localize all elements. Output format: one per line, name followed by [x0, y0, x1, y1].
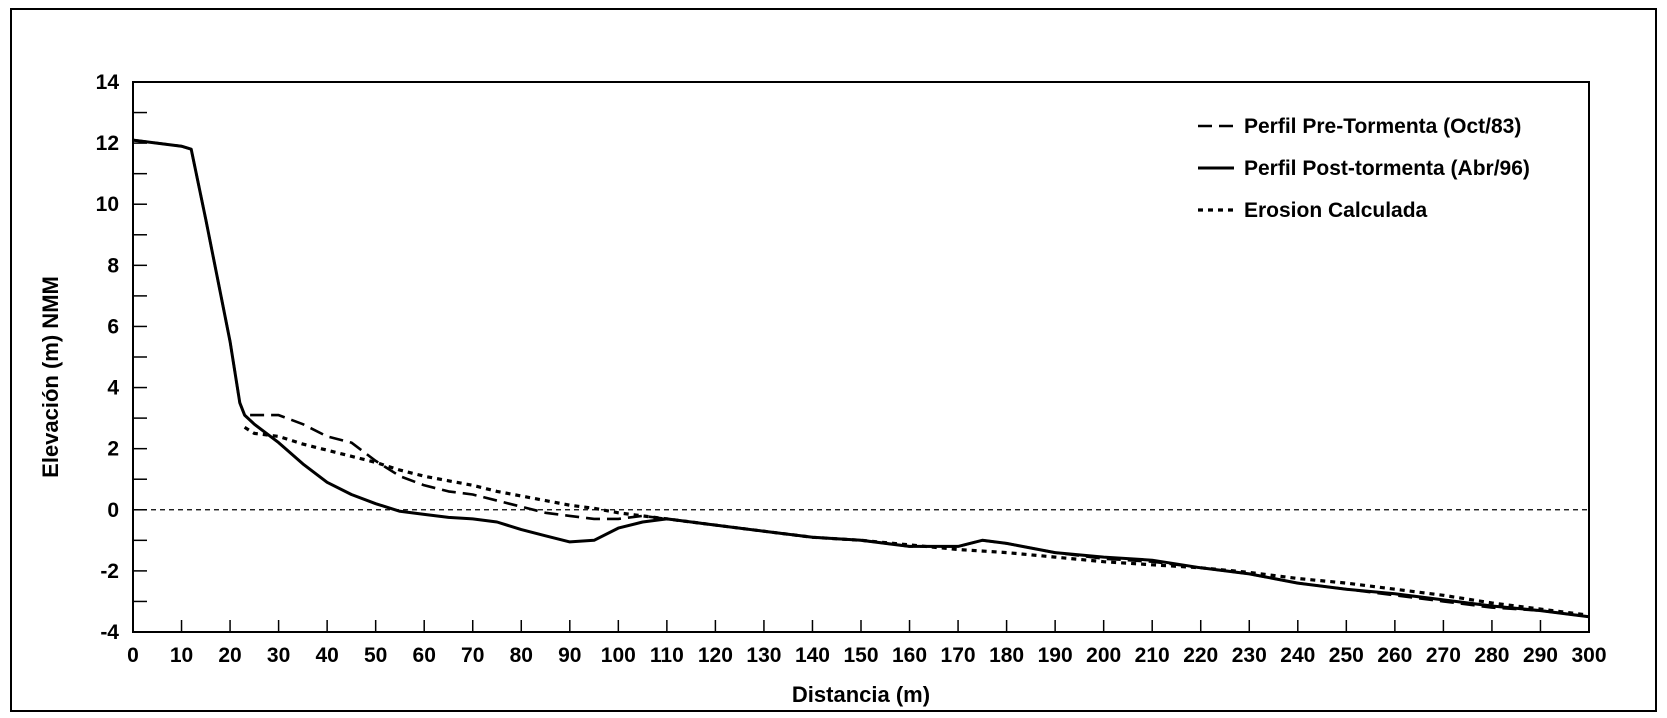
y-tick-label: 4 — [107, 377, 119, 400]
x-tick-label: 200 — [1086, 644, 1121, 667]
y-tick-label: 2 — [107, 438, 119, 461]
legend-label-1: Perfil Pre-Tormenta (Oct/83) — [1244, 115, 1521, 138]
x-tick-label: 210 — [1135, 644, 1170, 667]
x-tick-label: 270 — [1426, 644, 1461, 667]
x-tick-label: 20 — [218, 644, 241, 667]
x-tick-label: 120 — [698, 644, 733, 667]
x-tick-label: 290 — [1523, 644, 1558, 667]
x-tick-label: 300 — [1571, 644, 1606, 667]
y-tick-label: -2 — [100, 560, 119, 583]
x-tick-label: 0 — [127, 644, 139, 667]
x-tick-label: 140 — [795, 644, 830, 667]
x-tick-label: 170 — [941, 644, 976, 667]
x-tick-label: 90 — [558, 644, 581, 667]
chart-frame — [10, 8, 1657, 712]
x-tick-label: 30 — [267, 644, 290, 667]
x-axis-title: Distancia (m) — [792, 682, 930, 707]
x-tick-label: 230 — [1232, 644, 1267, 667]
legend-label-2: Perfil Post-tormenta (Abr/96) — [1244, 157, 1530, 180]
x-tick-label: 10 — [170, 644, 193, 667]
x-tick-label: 100 — [601, 644, 636, 667]
x-tick-label: 110 — [650, 644, 684, 667]
y-tick-label: 12 — [96, 132, 119, 155]
x-tick-label: 260 — [1377, 644, 1412, 667]
y-tick-label: 6 — [107, 315, 119, 338]
x-tick-label: 190 — [1038, 644, 1073, 667]
legend-label-3: Erosion Calculada — [1244, 199, 1428, 222]
y-tick-label: 14 — [96, 71, 120, 94]
series-line-3 — [243, 425, 1590, 617]
y-tick-label: 10 — [96, 193, 119, 216]
y-tick-label: 8 — [107, 254, 119, 277]
x-tick-label: 50 — [364, 644, 387, 667]
x-tick-label: 130 — [746, 644, 781, 667]
x-tick-label: 240 — [1280, 644, 1315, 667]
x-tick-label: 160 — [892, 644, 927, 667]
y-axis-title: Elevación (m) NMM — [38, 276, 63, 478]
y-tick-label: 0 — [107, 499, 119, 522]
x-tick-label: 180 — [989, 644, 1024, 667]
x-tick-label: 70 — [461, 644, 484, 667]
x-tick-label: 280 — [1474, 644, 1509, 667]
x-tick-label: 220 — [1183, 644, 1218, 667]
x-tick-label: 80 — [510, 644, 533, 667]
x-tick-label: 40 — [315, 644, 338, 667]
x-tick-label: 150 — [843, 644, 878, 667]
y-tick-label: -4 — [100, 621, 119, 644]
x-tick-label: 60 — [413, 644, 436, 667]
x-tick-label: 250 — [1329, 644, 1364, 667]
